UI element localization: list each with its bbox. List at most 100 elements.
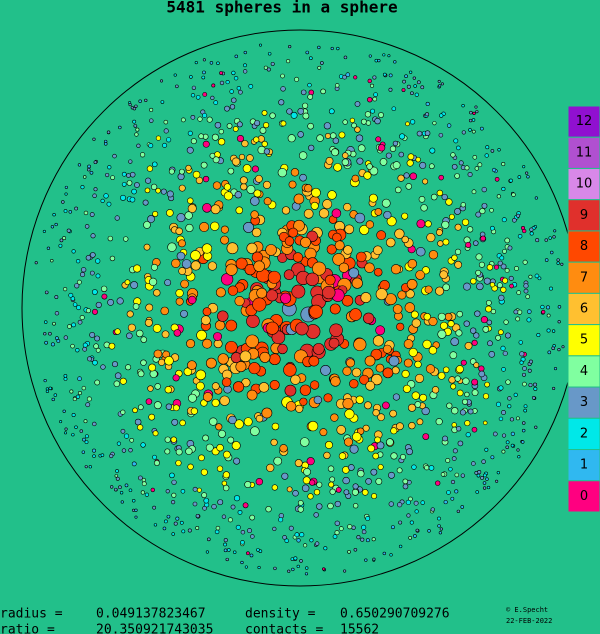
- sphere: [413, 500, 419, 506]
- sphere: [59, 420, 63, 424]
- date: 22-FEB-2022: [506, 617, 552, 625]
- sphere: [471, 189, 477, 195]
- sphere: [187, 295, 197, 305]
- sphere: [508, 178, 513, 183]
- sphere: [63, 286, 68, 292]
- sphere: [131, 498, 136, 503]
- sphere: [187, 197, 194, 204]
- sphere: [365, 380, 376, 391]
- sphere: [287, 134, 296, 143]
- sphere: [553, 367, 558, 371]
- sphere: [467, 226, 474, 233]
- sphere: [330, 376, 341, 387]
- sphere: [504, 237, 510, 244]
- sphere: [128, 103, 132, 107]
- sphere: [343, 489, 350, 496]
- sphere: [372, 75, 377, 80]
- sphere: [120, 194, 127, 201]
- sphere: [88, 465, 92, 469]
- sphere: [64, 192, 68, 196]
- sphere: [402, 478, 409, 485]
- sphere: [408, 347, 418, 357]
- sphere: [317, 65, 322, 70]
- sphere: [299, 173, 307, 182]
- sphere: [265, 321, 279, 335]
- sphere: [243, 417, 253, 427]
- sphere: [92, 421, 97, 427]
- sphere: [436, 189, 444, 197]
- sphere: [171, 418, 179, 426]
- sphere: [90, 233, 96, 239]
- sphere: [316, 503, 323, 510]
- sphere: [409, 520, 414, 525]
- stat-label: radius =: [0, 607, 63, 622]
- sphere: [423, 313, 432, 321]
- sphere: [372, 409, 380, 417]
- sphere: [409, 70, 413, 74]
- sphere: [296, 538, 301, 543]
- sphere: [116, 297, 124, 305]
- sphere: [515, 416, 520, 421]
- sphere: [334, 240, 345, 251]
- sphere: [308, 144, 315, 152]
- sphere: [63, 374, 68, 378]
- sphere: [77, 163, 82, 167]
- sphere: [269, 112, 276, 119]
- sphere: [194, 61, 198, 65]
- sphere: [402, 483, 409, 490]
- sphere: [75, 394, 81, 399]
- sphere: [233, 76, 239, 81]
- sphere: [521, 421, 526, 425]
- sphere: [100, 364, 106, 370]
- sphere: [233, 457, 241, 465]
- sphere: [58, 243, 63, 248]
- sphere: [211, 398, 220, 407]
- sphere: [471, 426, 478, 433]
- sphere: [295, 321, 309, 336]
- sphere: [406, 278, 418, 290]
- sphere: [500, 286, 507, 293]
- sphere: [186, 146, 194, 154]
- sphere: [415, 156, 421, 163]
- sphere: [440, 472, 446, 477]
- sphere: [435, 418, 443, 426]
- sphere: [178, 267, 187, 275]
- sphere: [501, 367, 506, 372]
- sphere: [307, 82, 312, 88]
- sphere: [454, 489, 459, 494]
- sphere: [398, 520, 403, 525]
- sphere: [282, 535, 287, 540]
- sphere: [87, 164, 91, 169]
- sphere: [303, 467, 311, 476]
- sphere: [184, 211, 193, 220]
- sphere: [513, 392, 518, 397]
- sphere: [297, 131, 304, 138]
- sphere: [378, 112, 384, 118]
- sphere: [227, 285, 239, 296]
- sphere: [427, 529, 431, 533]
- sphere: [561, 345, 565, 349]
- sphere: [356, 157, 364, 165]
- sphere: [280, 73, 285, 79]
- sphere: [223, 191, 233, 201]
- sphere: [334, 500, 341, 508]
- sphere: [465, 241, 472, 248]
- sphere: [351, 525, 356, 530]
- sphere: [152, 211, 159, 217]
- sphere: [371, 537, 376, 542]
- sphere: [118, 485, 122, 490]
- sphere: [526, 175, 530, 179]
- sphere: [294, 532, 300, 538]
- sphere: [259, 351, 271, 363]
- sphere: [517, 233, 523, 239]
- sphere: [291, 567, 295, 572]
- legend-swatch: [567, 480, 600, 513]
- sphere: [202, 338, 213, 349]
- sphere: [109, 255, 116, 262]
- sphere: [62, 409, 66, 413]
- sphere: [149, 369, 158, 378]
- sphere: [168, 168, 175, 175]
- sphere: [81, 450, 86, 454]
- sphere: [190, 93, 196, 98]
- sphere: [408, 421, 416, 430]
